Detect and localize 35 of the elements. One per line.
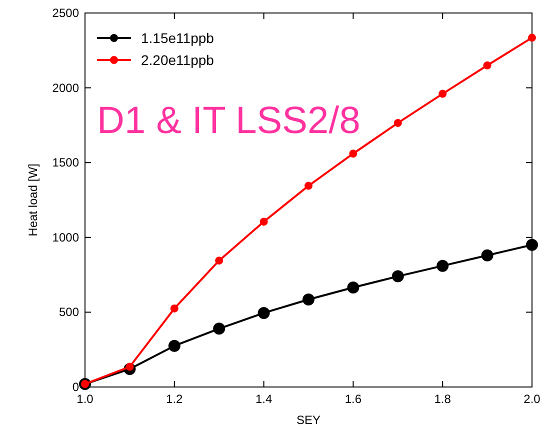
legend-label: 2.20e11ppb bbox=[141, 52, 214, 68]
x-tick-label: 1.8 bbox=[434, 392, 452, 406]
y-tick-label: 500 bbox=[58, 305, 80, 320]
point bbox=[349, 150, 358, 158]
point bbox=[213, 322, 226, 335]
point bbox=[438, 90, 447, 98]
point bbox=[258, 306, 270, 319]
y-axis-title: Heat load [W] bbox=[26, 164, 40, 236]
x-tick-label: 1.6 bbox=[344, 392, 362, 406]
point bbox=[347, 282, 360, 294]
y-tick-label: 0 bbox=[72, 380, 80, 394]
point bbox=[302, 293, 314, 306]
point bbox=[304, 182, 312, 190]
point bbox=[526, 238, 538, 251]
point bbox=[481, 249, 494, 262]
y-tick-label: 2000 bbox=[52, 80, 80, 95]
point bbox=[528, 34, 536, 42]
y-tick-label: 1000 bbox=[52, 230, 80, 244]
point bbox=[436, 260, 449, 272]
x-tick-label: 1.0 bbox=[76, 392, 94, 406]
x-tick-label: 1.2 bbox=[166, 392, 184, 406]
point bbox=[170, 304, 178, 312]
point bbox=[168, 340, 180, 352]
x-tick-label: 2.0 bbox=[524, 392, 541, 406]
point bbox=[260, 218, 268, 226]
legend-label: 1.15e11ppb bbox=[141, 30, 214, 46]
annotation: D1 & IT LSS2/8 bbox=[97, 100, 360, 142]
point bbox=[215, 256, 224, 265]
x-tick-label: 1.4 bbox=[255, 392, 272, 406]
point bbox=[392, 270, 404, 282]
y-tick-label: 2500 bbox=[52, 6, 80, 20]
x-axis-title: SEY bbox=[296, 413, 321, 427]
point bbox=[483, 61, 492, 70]
y-tick-label: 1500 bbox=[52, 156, 80, 170]
point bbox=[394, 118, 402, 127]
